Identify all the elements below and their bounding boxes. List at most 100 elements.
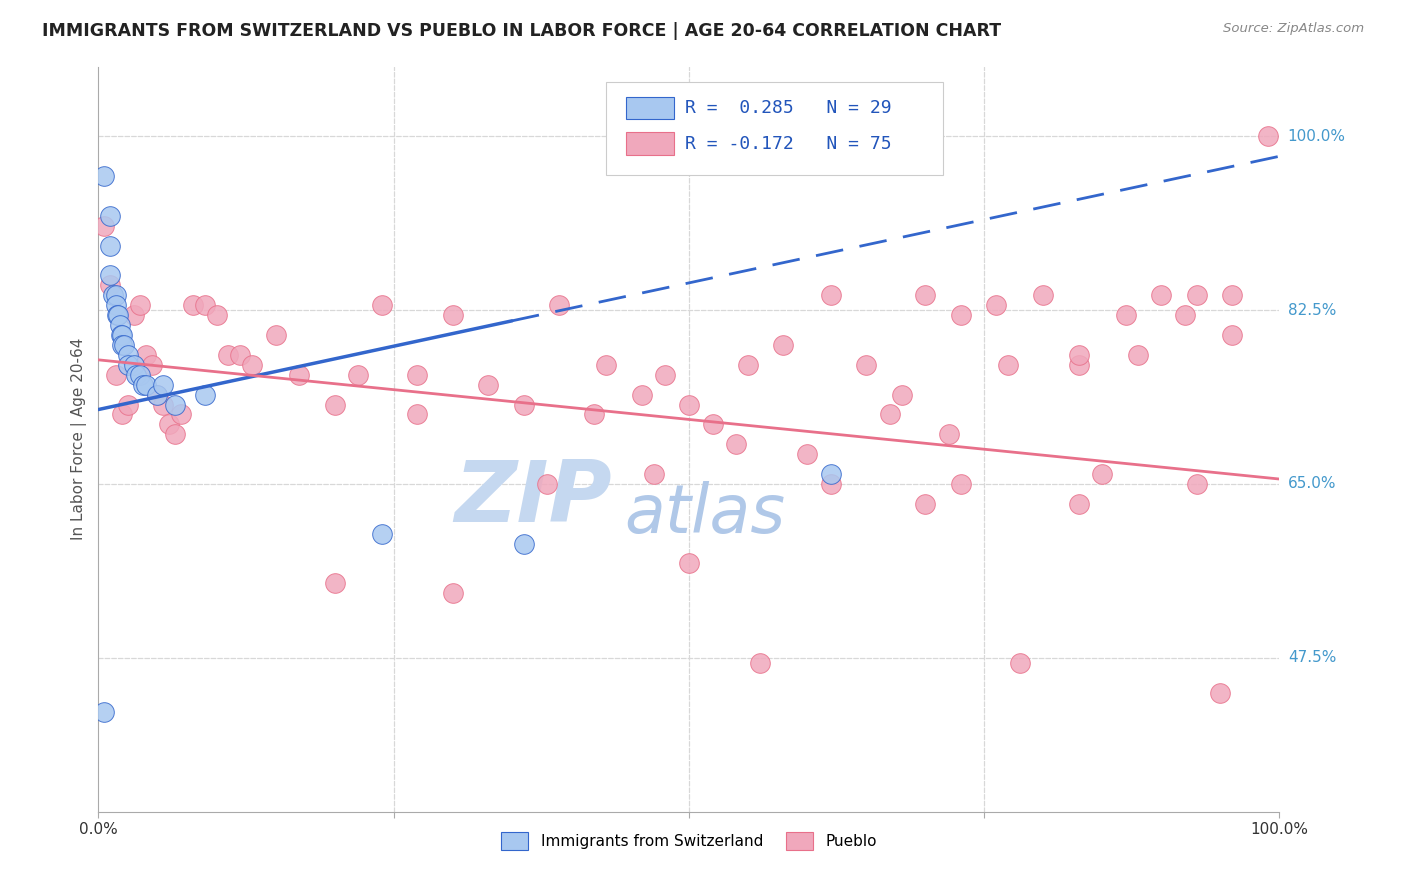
Text: ZIP: ZIP [454, 458, 612, 541]
Pueblo [1209, 685, 1232, 699]
Pueblo [512, 398, 534, 412]
Immigrants from Switzerland [117, 348, 139, 362]
Text: R = -0.172   N = 75: R = -0.172 N = 75 [685, 135, 891, 153]
Immigrants from Switzerland [98, 209, 121, 223]
Pueblo [264, 328, 287, 343]
Pueblo [194, 298, 217, 312]
Immigrants from Switzerland [93, 706, 115, 720]
Immigrants from Switzerland [128, 368, 150, 382]
Text: atlas: atlas [624, 481, 785, 547]
Pueblo [152, 398, 174, 412]
Pueblo [1257, 129, 1279, 144]
Text: Source: ZipAtlas.com: Source: ZipAtlas.com [1223, 22, 1364, 36]
Text: 82.5%: 82.5% [1288, 302, 1336, 318]
Immigrants from Switzerland [105, 288, 128, 302]
Pueblo [820, 477, 842, 491]
Pueblo [643, 467, 665, 481]
Pueblo [217, 348, 239, 362]
Pueblo [890, 387, 912, 401]
Pueblo [914, 497, 936, 511]
Pueblo [135, 348, 157, 362]
Pueblo [1115, 308, 1137, 322]
Text: R =  0.285   N = 29: R = 0.285 N = 29 [685, 99, 891, 117]
Immigrants from Switzerland [152, 377, 174, 392]
Pueblo [914, 288, 936, 302]
Pueblo [105, 368, 128, 382]
Pueblo [583, 408, 606, 422]
Immigrants from Switzerland [165, 398, 187, 412]
Pueblo [128, 298, 150, 312]
Pueblo [1185, 288, 1208, 302]
Immigrants from Switzerland [112, 338, 135, 352]
Immigrants from Switzerland [105, 308, 128, 322]
Pueblo [240, 358, 263, 372]
Pueblo [879, 408, 901, 422]
Immigrants from Switzerland [107, 308, 129, 322]
Pueblo [122, 308, 145, 322]
Immigrants from Switzerland [98, 268, 121, 283]
FancyBboxPatch shape [626, 132, 673, 155]
Pueblo [288, 368, 311, 382]
Pueblo [1220, 328, 1243, 343]
Pueblo [323, 576, 346, 591]
Immigrants from Switzerland [122, 358, 145, 372]
Immigrants from Switzerland [105, 298, 128, 312]
Pueblo [1067, 497, 1090, 511]
Pueblo [737, 358, 759, 372]
Pueblo [406, 408, 429, 422]
Pueblo [796, 447, 818, 461]
Pueblo [678, 398, 700, 412]
Pueblo [441, 586, 464, 600]
Pueblo [949, 308, 972, 322]
Pueblo [678, 557, 700, 571]
Pueblo [323, 398, 346, 412]
Immigrants from Switzerland [512, 536, 534, 550]
Pueblo [772, 338, 794, 352]
Pueblo [111, 408, 134, 422]
Y-axis label: In Labor Force | Age 20-64: In Labor Force | Age 20-64 [72, 338, 87, 541]
Immigrants from Switzerland [111, 328, 134, 343]
Immigrants from Switzerland [108, 318, 131, 332]
Immigrants from Switzerland [93, 169, 115, 183]
Immigrants from Switzerland [135, 377, 157, 392]
Immigrants from Switzerland [110, 328, 132, 343]
Pueblo [170, 408, 193, 422]
Pueblo [630, 387, 652, 401]
Immigrants from Switzerland [132, 377, 155, 392]
Immigrants from Switzerland [111, 338, 134, 352]
Pueblo [117, 398, 139, 412]
Pueblo [938, 427, 960, 442]
Pueblo [1032, 288, 1054, 302]
Pueblo [748, 656, 770, 670]
Pueblo [997, 358, 1019, 372]
Pueblo [1067, 348, 1090, 362]
Pueblo [205, 308, 228, 322]
Pueblo [855, 358, 877, 372]
Immigrants from Switzerland [194, 387, 217, 401]
Immigrants from Switzerland [146, 387, 169, 401]
Pueblo [1067, 358, 1090, 372]
Pueblo [1185, 477, 1208, 491]
Pueblo [654, 368, 676, 382]
Pueblo [477, 377, 499, 392]
Pueblo [347, 368, 370, 382]
Immigrants from Switzerland [125, 368, 148, 382]
Pueblo [1008, 656, 1031, 670]
Pueblo [949, 477, 972, 491]
Pueblo [181, 298, 204, 312]
Text: 47.5%: 47.5% [1288, 650, 1336, 665]
Immigrants from Switzerland [117, 358, 139, 372]
Pueblo [406, 368, 429, 382]
Pueblo [98, 278, 121, 293]
Immigrants from Switzerland [371, 526, 394, 541]
FancyBboxPatch shape [606, 82, 943, 175]
Text: 65.0%: 65.0% [1288, 476, 1336, 491]
Immigrants from Switzerland [820, 467, 842, 481]
Pueblo [157, 417, 180, 432]
Pueblo [725, 437, 748, 451]
Pueblo [1150, 288, 1173, 302]
Text: IMMIGRANTS FROM SWITZERLAND VS PUEBLO IN LABOR FORCE | AGE 20-64 CORRELATION CHA: IMMIGRANTS FROM SWITZERLAND VS PUEBLO IN… [42, 22, 1001, 40]
Pueblo [1126, 348, 1149, 362]
Legend: Immigrants from Switzerland, Pueblo: Immigrants from Switzerland, Pueblo [495, 826, 883, 856]
Pueblo [1220, 288, 1243, 302]
